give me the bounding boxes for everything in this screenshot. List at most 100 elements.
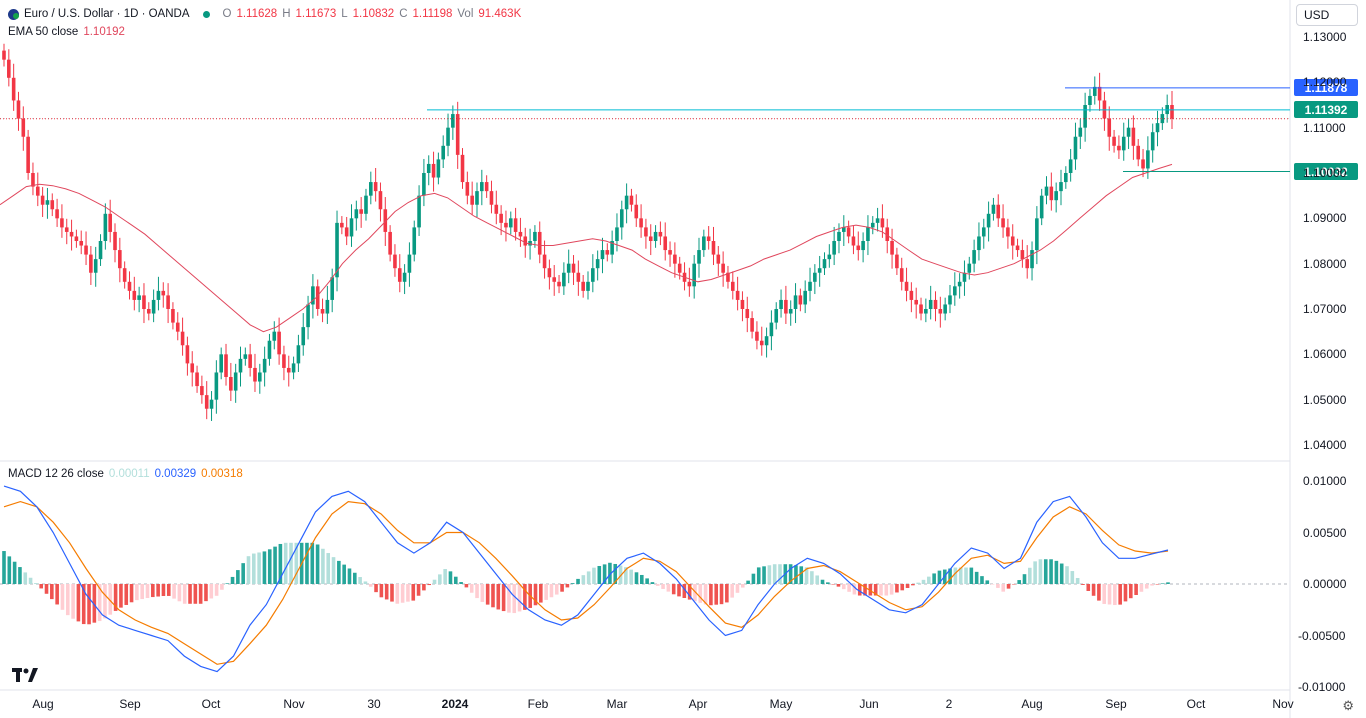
macd-histogram-bar: [523, 584, 527, 610]
candle-body: [663, 236, 668, 251]
candle-body: [677, 263, 682, 273]
macd-histogram-bar: [698, 584, 703, 603]
macd-histogram-bar: [384, 584, 389, 600]
candle-body: [1126, 127, 1131, 137]
macd-tick-label: -0.00500: [1298, 628, 1346, 643]
candle-body: [1121, 136, 1126, 151]
macd-histogram-bar: [996, 584, 1000, 588]
macd-histogram-bar: [916, 582, 920, 584]
macd-histogram-bar: [427, 584, 432, 586]
candle-body: [219, 354, 223, 373]
macd-hist-value: 0.00011: [108, 468, 150, 480]
time-tick-label: 2024: [441, 697, 469, 711]
candle-body: [523, 236, 528, 246]
macd-histogram-bar: [352, 572, 357, 584]
candle-body: [851, 236, 856, 246]
macd-histogram-bar: [911, 584, 915, 586]
candle-body: [528, 241, 532, 246]
candle-body: [156, 290, 161, 300]
macd-histogram-bar: [687, 584, 692, 600]
candle-body: [721, 263, 725, 273]
macd-histogram-bar: [565, 584, 570, 588]
candle-body: [98, 241, 103, 260]
candle-body: [1136, 145, 1141, 160]
macd-histogram-bar: [799, 566, 804, 584]
candle-body: [1059, 182, 1063, 192]
candle-body: [581, 281, 585, 291]
candle-body: [1160, 114, 1165, 124]
macd-histogram-bar: [140, 584, 144, 600]
candle-body: [1097, 86, 1102, 101]
macd-histogram-bar: [358, 577, 362, 584]
macd-histogram-bar: [496, 584, 501, 610]
candle-body: [93, 259, 98, 273]
macd-histogram-bar: [549, 584, 554, 598]
macd-line: [3, 485, 1169, 673]
macd-histogram-bar: [1118, 584, 1122, 605]
candle-body: [697, 250, 701, 264]
candle-body: [716, 254, 721, 264]
macd-histogram-bar: [895, 584, 899, 593]
macd-histogram-bar: [209, 584, 214, 599]
macd-histogram-bar: [337, 560, 341, 584]
candle-body: [566, 263, 571, 273]
macd-histogram-bar: [794, 565, 798, 584]
currency-selector[interactable]: USD: [1296, 4, 1358, 26]
macd-histogram-bar: [129, 584, 134, 603]
candle-body: [108, 213, 112, 232]
candle-body: [702, 236, 706, 251]
candle-body: [378, 191, 383, 210]
candle-body: [89, 254, 93, 273]
candle-body: [166, 295, 170, 309]
macd-histogram-bar: [1113, 584, 1117, 606]
macd-histogram-bar: [347, 568, 352, 584]
candle-body: [740, 299, 745, 309]
macd-histogram-bar: [618, 565, 623, 584]
candle-body: [962, 272, 967, 282]
macd-histogram-bar: [1128, 584, 1133, 599]
candle-body: [706, 236, 711, 241]
macd-histogram-bar: [740, 584, 745, 588]
macd-histogram-bar: [23, 572, 28, 584]
macd-histogram-bar: [1054, 560, 1059, 584]
candle-body: [513, 218, 518, 232]
macd-histogram-bar: [958, 567, 963, 584]
candle-body: [306, 304, 310, 328]
ema-legend[interactable]: EMA 50 close 1.10192: [8, 26, 125, 38]
candle-body: [393, 254, 397, 269]
candle-body: [542, 254, 547, 269]
macd-histogram-bar: [1086, 584, 1091, 591]
candle-body: [436, 159, 441, 178]
ema-label: EMA 50 close: [8, 26, 79, 38]
candle-body: [233, 372, 238, 391]
macd-histogram-bar: [863, 584, 867, 596]
macd-histogram-bar: [804, 567, 809, 584]
candle-body: [919, 304, 923, 314]
macd-histogram-bar: [55, 584, 59, 605]
macd-histogram-bar: [767, 565, 772, 584]
candle-body: [40, 195, 45, 205]
macd-histogram-bar: [1059, 563, 1064, 584]
macd-histogram-bar: [629, 569, 633, 584]
candle-body: [1068, 159, 1073, 173]
macd-legend[interactable]: MACD 12 26 close 0.00011 0.00329 0.00318: [8, 468, 243, 480]
macd-histogram-bar: [315, 544, 320, 584]
candle-body: [195, 372, 199, 387]
candle-body: [880, 218, 885, 228]
candle-body: [895, 254, 899, 269]
symbol-title[interactable]: Euro / U.S. Dollar · 1D · OANDA: [24, 8, 190, 20]
macd-histogram-bar: [852, 584, 857, 595]
candle-body: [315, 286, 320, 309]
candle-body: [629, 195, 634, 205]
macd-histogram-bar: [416, 584, 421, 596]
candle-body: [687, 281, 692, 287]
candle-body: [383, 209, 388, 232]
candle-body: [1141, 159, 1145, 169]
macd-histogram-bar: [751, 573, 756, 584]
candle-body: [359, 209, 363, 214]
settings-gear-icon[interactable]: ⚙: [1342, 698, 1354, 713]
candle-body: [11, 77, 16, 101]
candle-body: [369, 182, 373, 196]
candle-body: [55, 209, 59, 219]
